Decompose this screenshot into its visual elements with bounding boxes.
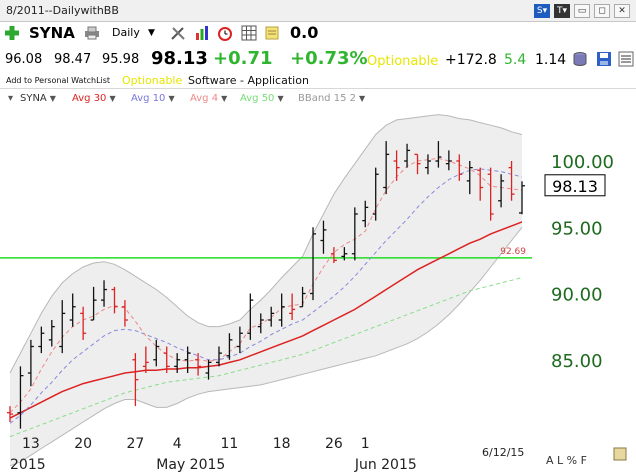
y-tick-label: 100.00 bbox=[551, 152, 614, 173]
x-tick-label: 4 bbox=[173, 436, 182, 452]
legend-item-avg30[interactable]: Avg 30 ▼ bbox=[72, 93, 116, 104]
open-price: 96.08 bbox=[5, 52, 43, 67]
period-dropdown-icon[interactable]: ▼ bbox=[148, 28, 155, 38]
legend-item-bband[interactable]: BBand 15 2 ▼ bbox=[298, 93, 365, 104]
dropdown-icon[interactable]: ▼ bbox=[109, 94, 116, 103]
add-watchlist-link[interactable]: Add to Personal WatchList bbox=[6, 76, 111, 85]
legend-item-avg4[interactable]: Avg 4 ▼ bbox=[190, 93, 227, 104]
sector-label: Software - Application bbox=[188, 74, 309, 87]
moving-average-line bbox=[9, 277, 523, 438]
x-tick-label: 27 bbox=[126, 436, 144, 452]
window-controls: S▾ T▾ ▭ ◻ ✕ bbox=[534, 4, 630, 18]
database-icon[interactable] bbox=[572, 51, 588, 67]
window-title: 8/2011--DailywithBB bbox=[6, 4, 119, 17]
restore-icon[interactable]: ◻ bbox=[594, 4, 610, 18]
y-tick-label: 95.00 bbox=[551, 218, 603, 239]
price-change: +0.71 bbox=[213, 48, 273, 69]
dropdown-icon[interactable]: ▼ bbox=[221, 94, 228, 103]
legend-label: BBand 15 2 bbox=[298, 93, 356, 104]
x-month-label: May 2015 bbox=[156, 457, 225, 473]
tools-icon[interactable] bbox=[170, 25, 186, 41]
period-selector[interactable]: Daily bbox=[112, 26, 140, 39]
x-month-label: Jun 2015 bbox=[354, 457, 417, 473]
legend-label: Avg 10 bbox=[131, 93, 166, 104]
last-price: 98.13 bbox=[151, 48, 208, 69]
chart-legend: ▾ SYNA ▼ Avg 30 ▼ Avg 10 ▼ Avg 4 ▼ Avg 50 ▼ B… bbox=[0, 88, 636, 108]
bollinger-upper-line bbox=[9, 114, 523, 374]
legend-symbol-caret[interactable]: ▾ bbox=[8, 93, 14, 104]
legend-label: SYNA bbox=[20, 93, 47, 104]
chart-toolbar: SYNA Daily ▼ 0.0 bbox=[0, 22, 636, 44]
add-symbol-icon[interactable] bbox=[4, 25, 20, 41]
optionable-flag: Optionable bbox=[367, 54, 439, 69]
optionable-label: Optionable bbox=[122, 74, 183, 87]
note-icon[interactable] bbox=[264, 25, 280, 41]
bollinger-band-fill bbox=[10, 114, 522, 466]
green-value: 5.4 bbox=[504, 52, 527, 68]
pencil-icon[interactable] bbox=[613, 447, 627, 461]
bar-chart-icon[interactable] bbox=[194, 25, 210, 41]
x-tick-label: 1 bbox=[361, 436, 370, 452]
legend-item-avg10[interactable]: Avg 10 ▼ bbox=[131, 93, 175, 104]
last-price-box bbox=[544, 174, 606, 197]
legend-item-avg50[interactable]: Avg 50 ▼ bbox=[240, 93, 284, 104]
printer-icon[interactable] bbox=[84, 26, 100, 40]
legend-label: Avg 50 bbox=[240, 93, 275, 104]
moving-average-line bbox=[9, 157, 523, 414]
bollinger-lower-line bbox=[9, 226, 523, 467]
x-month-label: 2015 bbox=[10, 457, 46, 473]
info-bar: Add to Personal WatchList Optionable Sof… bbox=[0, 74, 636, 88]
last-price-label: 98.13 bbox=[552, 177, 598, 196]
rs-value: +172.8 bbox=[445, 52, 497, 68]
list-icon[interactable] bbox=[618, 51, 634, 67]
value-b: 1.14 bbox=[535, 52, 567, 68]
y-tick-label: 85.00 bbox=[551, 351, 603, 372]
dropdown-icon[interactable]: ▼ bbox=[358, 94, 366, 103]
t-menu-button[interactable]: T▾ bbox=[554, 4, 570, 18]
moving-average-line bbox=[9, 221, 523, 419]
toolbar-value: 0.0 bbox=[290, 23, 319, 42]
x-tick-label: 11 bbox=[221, 436, 239, 452]
low-price: 95.98 bbox=[102, 52, 140, 67]
high-price: 98.47 bbox=[54, 52, 92, 67]
legend-label: Avg 30 bbox=[72, 93, 107, 104]
table-grid-icon[interactable] bbox=[241, 25, 257, 41]
s-menu-button[interactable]: S▾ bbox=[534, 4, 550, 18]
window-titlebar: 8/2011--DailywithBB S▾ T▾ ▭ ◻ ✕ bbox=[0, 0, 636, 22]
legend-label: Avg 4 bbox=[190, 93, 219, 104]
y-tick-label: 90.00 bbox=[551, 285, 603, 306]
close-icon[interactable]: ✕ bbox=[614, 4, 630, 18]
quote-bar: 96.08 98.47 95.98 98.13 +0.71 +0.73% Opt… bbox=[0, 44, 636, 74]
minimize-icon[interactable]: ▭ bbox=[574, 4, 590, 18]
x-tick-label: 26 bbox=[325, 436, 343, 452]
legend-item-syna[interactable]: SYNA ▼ bbox=[20, 93, 56, 104]
x-tick-label: 18 bbox=[273, 436, 291, 452]
moving-average-line bbox=[9, 168, 523, 424]
dropdown-icon[interactable]: ▼ bbox=[277, 94, 284, 103]
dropdown-icon[interactable]: ▼ bbox=[168, 94, 175, 103]
x-tick-label: 13 bbox=[22, 436, 40, 452]
date-label: 6/12/15 bbox=[482, 446, 524, 459]
save-icon[interactable] bbox=[596, 51, 612, 67]
alarm-clock-icon[interactable] bbox=[217, 25, 233, 41]
dropdown-icon[interactable]: ▼ bbox=[49, 94, 56, 103]
x-tick-label: 20 bbox=[74, 436, 92, 452]
scale-options: A L % F bbox=[546, 454, 587, 467]
symbol-label[interactable]: SYNA bbox=[29, 24, 75, 42]
reference-line-label: 92.69 bbox=[500, 247, 526, 257]
price-change-percent: +0.73% bbox=[290, 48, 368, 69]
